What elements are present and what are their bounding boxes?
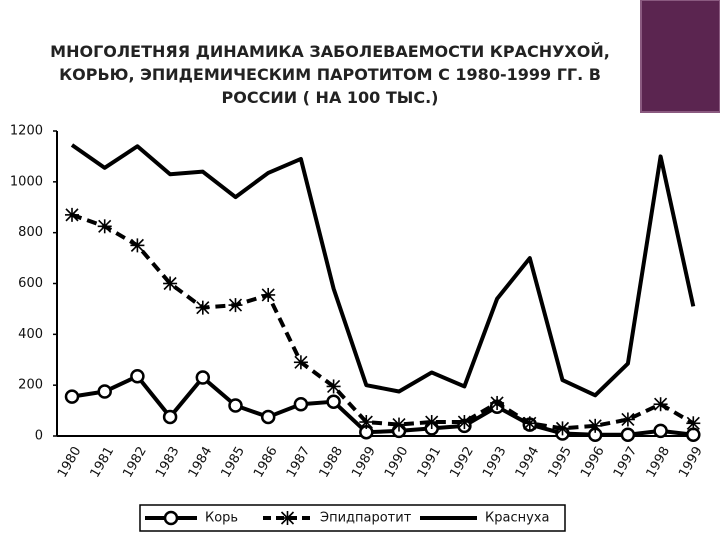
marker bbox=[620, 427, 636, 442]
legend-label: Краснуха bbox=[485, 511, 549, 526]
x-tick-label: 1999 bbox=[676, 444, 706, 480]
x-tick-label: 1986 bbox=[251, 444, 281, 480]
title-line: РОССИИ ( НА 100 ТЫС.) bbox=[221, 88, 439, 107]
x-tick-label: 1982 bbox=[120, 444, 150, 480]
x-tick-label: 1989 bbox=[349, 444, 379, 480]
marker bbox=[97, 219, 112, 234]
legend-label: Корь bbox=[205, 511, 238, 526]
marker bbox=[293, 396, 309, 412]
y-tick-label: 1200 bbox=[10, 124, 43, 139]
marker bbox=[490, 395, 505, 410]
marker bbox=[162, 409, 178, 425]
x-tick-label: 1987 bbox=[284, 444, 314, 480]
marker bbox=[653, 423, 668, 439]
marker bbox=[555, 421, 570, 436]
x-tick-label: 1983 bbox=[153, 444, 183, 480]
x-tick-label: 1998 bbox=[644, 444, 674, 480]
y-tick-label: 0 bbox=[35, 429, 43, 444]
marker bbox=[228, 398, 243, 413]
y-tick-label: 400 bbox=[18, 327, 43, 342]
marker bbox=[293, 355, 308, 370]
y-tick-label: 600 bbox=[18, 276, 43, 291]
x-tick-label: 1994 bbox=[513, 444, 543, 480]
marker bbox=[195, 300, 210, 315]
marker bbox=[97, 384, 112, 399]
x-tick-label: 1980 bbox=[55, 444, 85, 480]
marker bbox=[130, 369, 145, 384]
marker bbox=[228, 298, 243, 313]
y-tick-label: 200 bbox=[18, 378, 43, 393]
marker bbox=[65, 207, 79, 222]
title-line: КОРЬЮ, ЭПИДЕМИЧЕСКИМ ПАРОТИТОМ С 1980-19… bbox=[59, 65, 601, 84]
x-tick-label: 1988 bbox=[317, 444, 347, 480]
marker bbox=[195, 370, 211, 385]
legend-label: Эпидпаротит bbox=[320, 511, 412, 526]
marker bbox=[686, 416, 701, 431]
title-line: МНОГОЛЕТНЯЯ ДИНАМИКА ЗАБОЛЕВАЕМОСТИ КРАС… bbox=[50, 42, 610, 61]
title: МНОГОЛЕТНЯЯ ДИНАМИКА ЗАБОЛЕВАЕМОСТИ КРАС… bbox=[0, 40, 660, 109]
x-tick-label: 1996 bbox=[578, 444, 608, 480]
marker bbox=[653, 397, 668, 412]
marker bbox=[522, 416, 537, 431]
legend-box bbox=[139, 504, 566, 532]
x-tick-label: 1992 bbox=[447, 444, 477, 480]
marker bbox=[620, 412, 635, 427]
x-tick-label: 1995 bbox=[545, 444, 575, 480]
legend-marker bbox=[163, 510, 179, 526]
marker bbox=[392, 417, 406, 432]
marker bbox=[64, 389, 80, 404]
marker bbox=[261, 287, 276, 302]
marker bbox=[457, 415, 472, 430]
x-tick-label: 1990 bbox=[382, 444, 412, 480]
x-tick-label: 1984 bbox=[186, 444, 216, 480]
x-tick-label: 1997 bbox=[611, 444, 641, 480]
x-tick-label: 1985 bbox=[218, 444, 248, 480]
marker bbox=[260, 409, 276, 425]
marker bbox=[326, 394, 341, 409]
marker bbox=[130, 238, 145, 253]
x-tick-label: 1981 bbox=[88, 444, 118, 480]
x-tick-label: 1991 bbox=[415, 444, 445, 480]
marker bbox=[359, 415, 374, 430]
decor-block bbox=[640, 0, 720, 113]
legend-marker bbox=[280, 511, 295, 525]
marker bbox=[326, 379, 341, 394]
x-tick-label: 1993 bbox=[480, 444, 510, 480]
series-line bbox=[70, 143, 696, 398]
y-tick-label: 800 bbox=[18, 225, 43, 240]
marker bbox=[163, 276, 178, 291]
marker bbox=[588, 418, 603, 433]
marker bbox=[424, 415, 439, 430]
marker bbox=[686, 427, 701, 442]
series-line bbox=[71, 212, 695, 431]
y-tick-label: 1000 bbox=[10, 174, 43, 189]
